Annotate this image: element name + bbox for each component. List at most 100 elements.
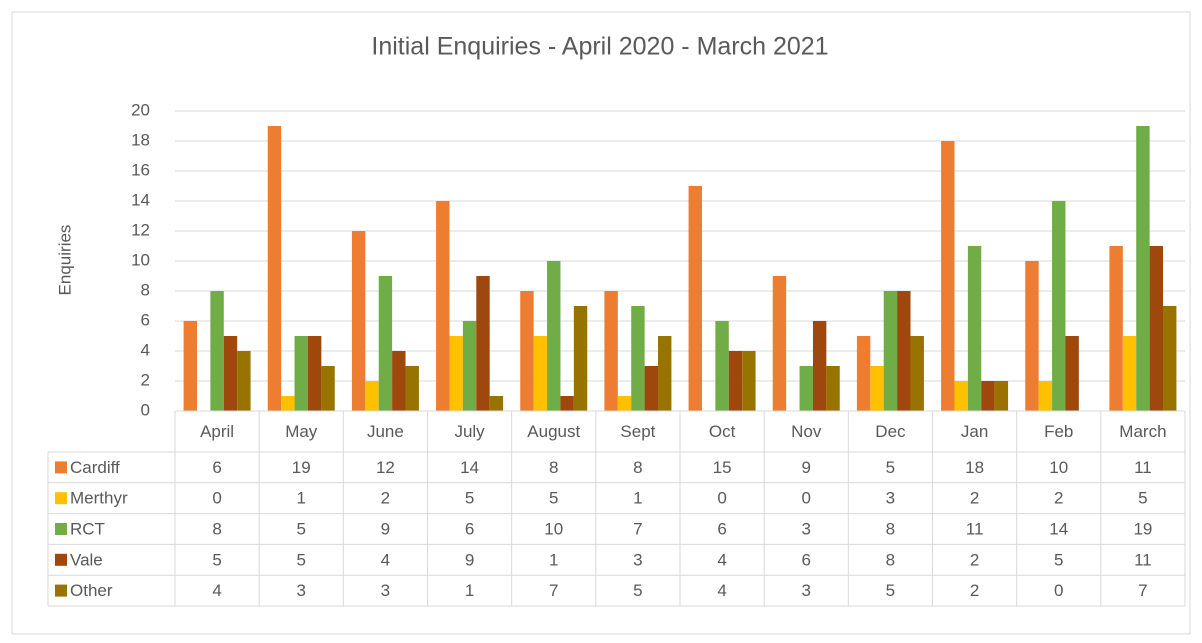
bar [307, 336, 322, 411]
bar [617, 396, 632, 411]
legend-swatch [55, 523, 67, 535]
bar [1109, 246, 1123, 411]
y-tick-label: 18 [131, 130, 150, 149]
bar [476, 276, 490, 411]
bar [954, 381, 968, 411]
table-value: 19 [292, 458, 311, 477]
table-value: 2 [970, 581, 979, 600]
table-value: 5 [465, 489, 474, 508]
table-value: 7 [1138, 581, 1147, 600]
bar [941, 141, 955, 411]
table-value: 2 [1054, 489, 1063, 508]
bar [856, 336, 871, 411]
bar [436, 201, 450, 411]
bar [1065, 336, 1079, 411]
table-value: 9 [465, 550, 474, 569]
y-axis-label: Enquiries [55, 225, 74, 296]
bar [826, 366, 840, 411]
x-tick-label: August [527, 422, 580, 441]
table-value: 8 [212, 519, 221, 538]
table-value: 5 [297, 550, 306, 569]
table-value: 5 [633, 581, 642, 600]
bar [742, 351, 756, 411]
table-value: 5 [212, 550, 221, 569]
table-value: 9 [381, 519, 390, 538]
table-value: 3 [381, 581, 390, 600]
table-value: 8 [886, 550, 895, 569]
table-value: 0 [717, 489, 726, 508]
bar [644, 366, 659, 411]
bar [1122, 336, 1137, 411]
legend-label: RCT [70, 519, 105, 538]
table-value: 14 [1049, 519, 1068, 538]
legend-label: Other [70, 581, 113, 600]
bar [967, 246, 982, 411]
table-value: 5 [1138, 489, 1147, 508]
table-value: 5 [1054, 550, 1063, 569]
bar [267, 126, 282, 411]
bar [1149, 246, 1164, 411]
table-value: 0 [212, 489, 221, 508]
bar [281, 396, 295, 411]
bar [772, 276, 787, 411]
chart-frame [11, 11, 1191, 635]
x-tick-label: March [1119, 422, 1166, 441]
bar [560, 396, 574, 411]
x-tick-label: Feb [1044, 422, 1073, 441]
legend-label: Cardiff [70, 458, 120, 477]
legend-label: Vale [70, 550, 103, 569]
bar [405, 366, 419, 411]
table-value: 3 [297, 581, 306, 600]
bar [728, 351, 743, 411]
table-value: 15 [713, 458, 732, 477]
bar [658, 336, 672, 411]
table-value: 5 [297, 519, 306, 538]
bar [573, 306, 588, 411]
bar [378, 276, 393, 411]
table-value: 11 [1134, 458, 1152, 477]
table-value: 14 [460, 458, 479, 477]
table-value: 11 [1134, 550, 1152, 569]
x-tick-label: Sept [620, 422, 655, 441]
table-value: 4 [381, 550, 390, 569]
bar [237, 351, 251, 411]
bar [1163, 306, 1177, 411]
bar [210, 291, 224, 411]
bar [321, 366, 335, 411]
table-value: 5 [549, 489, 558, 508]
table-value: 6 [717, 519, 726, 538]
y-tick-label: 0 [141, 400, 150, 419]
bar [688, 186, 702, 411]
x-tick-label: May [285, 422, 318, 441]
table-value: 3 [633, 550, 642, 569]
table-value: 18 [965, 458, 984, 477]
bar [489, 396, 504, 411]
table-value: 8 [886, 519, 895, 538]
chart-title: Initial Enquiries - April 2020 - March 2… [371, 33, 828, 61]
bar [1052, 201, 1066, 411]
table-value: 5 [886, 458, 895, 477]
table-value: 8 [633, 458, 642, 477]
bar [392, 351, 406, 411]
table-value: 1 [465, 581, 474, 600]
x-tick-label: Oct [709, 422, 736, 441]
y-tick-label: 12 [131, 220, 150, 239]
y-tick-label: 8 [141, 280, 150, 299]
x-tick-label: Nov [791, 422, 822, 441]
bar [981, 381, 995, 411]
legend-label: Merthyr [70, 489, 128, 508]
y-tick-label: 10 [131, 250, 150, 269]
bar [294, 336, 308, 411]
legend-swatch [55, 492, 67, 505]
bar [1136, 126, 1150, 411]
bar [1025, 261, 1039, 411]
table-value: 6 [465, 519, 474, 538]
table-value: 1 [297, 489, 306, 508]
bar [799, 366, 813, 411]
table-value: 2 [970, 489, 979, 508]
bar [604, 291, 618, 411]
table-value: 2 [970, 550, 979, 569]
table-value: 7 [549, 581, 558, 600]
table-value: 1 [633, 489, 642, 508]
